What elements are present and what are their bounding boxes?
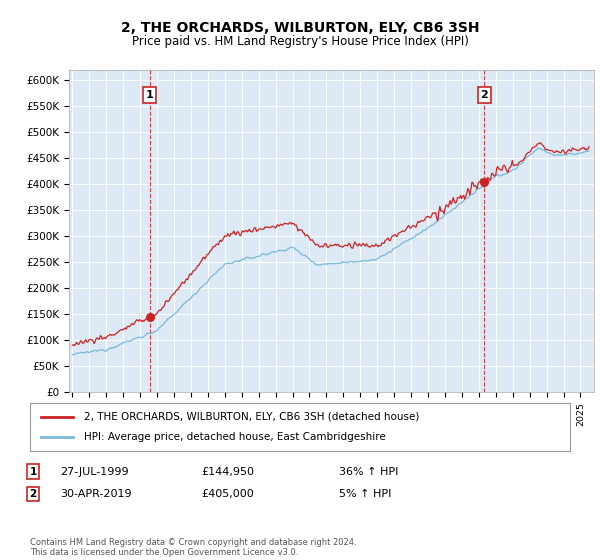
Text: Contains HM Land Registry data © Crown copyright and database right 2024.
This d: Contains HM Land Registry data © Crown c… <box>30 538 356 557</box>
Text: 2: 2 <box>29 489 37 499</box>
Text: 36% ↑ HPI: 36% ↑ HPI <box>339 466 398 477</box>
Text: 5% ↑ HPI: 5% ↑ HPI <box>339 489 391 499</box>
Text: 2, THE ORCHARDS, WILBURTON, ELY, CB6 3SH: 2, THE ORCHARDS, WILBURTON, ELY, CB6 3SH <box>121 21 479 35</box>
Text: HPI: Average price, detached house, East Cambridgeshire: HPI: Average price, detached house, East… <box>84 432 386 442</box>
Text: 2: 2 <box>481 90 488 100</box>
Text: £405,000: £405,000 <box>201 489 254 499</box>
Text: £144,950: £144,950 <box>201 466 254 477</box>
Text: 27-JUL-1999: 27-JUL-1999 <box>60 466 128 477</box>
Text: Price paid vs. HM Land Registry's House Price Index (HPI): Price paid vs. HM Land Registry's House … <box>131 35 469 48</box>
Text: 2, THE ORCHARDS, WILBURTON, ELY, CB6 3SH (detached house): 2, THE ORCHARDS, WILBURTON, ELY, CB6 3SH… <box>84 412 419 422</box>
Text: 1: 1 <box>146 90 154 100</box>
Text: 1: 1 <box>29 466 37 477</box>
Text: 30-APR-2019: 30-APR-2019 <box>60 489 131 499</box>
